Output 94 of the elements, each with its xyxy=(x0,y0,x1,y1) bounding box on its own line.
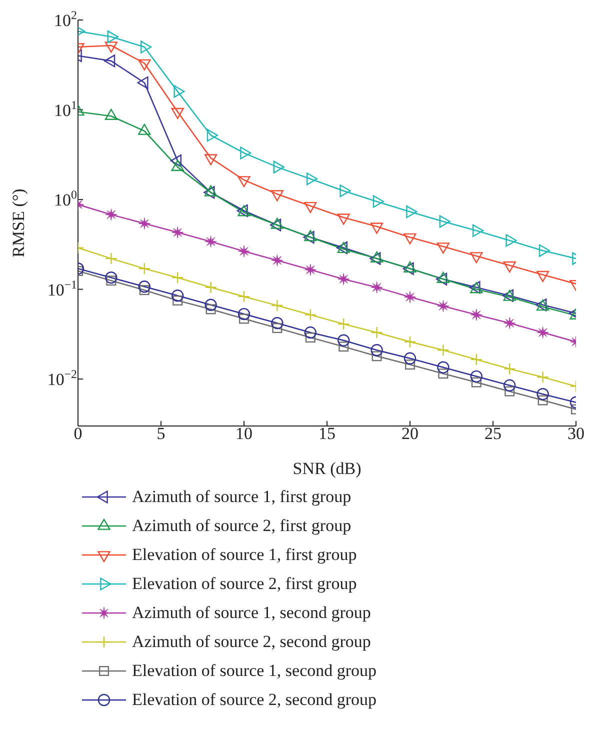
x-axis-title: SNR (dB) xyxy=(292,459,362,478)
point xyxy=(437,344,450,356)
y-tick-label: 10$^{−1}$ xyxy=(47,277,78,300)
point xyxy=(239,314,249,324)
point xyxy=(337,214,350,225)
x-tick-label: 15 xyxy=(318,424,336,443)
point xyxy=(404,352,416,364)
point xyxy=(270,190,284,202)
point xyxy=(204,154,218,166)
point xyxy=(370,281,383,294)
point xyxy=(338,334,350,346)
point xyxy=(105,252,118,265)
point xyxy=(304,264,316,276)
legend-label: Elevation of source 2, first group xyxy=(132,574,357,594)
point xyxy=(204,298,217,312)
x-tick-label: 10 xyxy=(236,424,252,443)
point xyxy=(171,108,184,119)
point xyxy=(305,332,316,343)
point xyxy=(438,368,448,379)
point xyxy=(238,290,250,303)
point xyxy=(470,308,482,321)
point xyxy=(437,300,450,312)
point xyxy=(304,308,316,321)
y-tick-label: 10$^{−2}$ xyxy=(47,367,78,390)
point xyxy=(370,222,384,234)
x-tick-label: 20 xyxy=(402,424,418,443)
point xyxy=(238,308,250,320)
point xyxy=(338,318,350,330)
point xyxy=(504,317,516,330)
point xyxy=(470,370,482,383)
y-tick-label: 10$^{0}$ xyxy=(54,188,78,210)
point xyxy=(370,344,383,356)
point xyxy=(304,202,317,214)
point xyxy=(206,304,216,314)
point xyxy=(105,272,118,284)
x-tick-label: 30 xyxy=(568,424,584,443)
point xyxy=(271,299,284,312)
legend-label: Azimuth of source 2, first group xyxy=(132,516,352,536)
point xyxy=(536,326,549,339)
point xyxy=(206,128,218,142)
x-tick-label: 25 xyxy=(484,424,502,443)
legend-label: Elevation of source 1, first group xyxy=(132,544,357,564)
point xyxy=(138,280,150,293)
x-tick-label: 0 xyxy=(74,424,82,443)
point xyxy=(138,59,151,70)
point xyxy=(504,379,516,392)
point xyxy=(538,395,548,406)
point xyxy=(536,388,549,400)
point xyxy=(504,386,515,396)
point xyxy=(104,42,118,53)
point xyxy=(271,254,284,266)
legend-label: Elevation of source 1, second group xyxy=(132,660,377,680)
point xyxy=(204,281,217,294)
point xyxy=(172,296,183,306)
point xyxy=(172,290,184,302)
point xyxy=(272,323,282,334)
point xyxy=(106,276,116,286)
point xyxy=(107,30,118,44)
point xyxy=(204,236,217,248)
point xyxy=(470,353,482,366)
point xyxy=(436,272,448,286)
point xyxy=(138,262,150,275)
point xyxy=(238,245,250,258)
point xyxy=(372,195,384,208)
point xyxy=(404,291,416,304)
legend-label: Azimuth of source 1, first group xyxy=(132,486,352,506)
y-tick-label: 10$^{1}$ xyxy=(54,98,78,120)
point xyxy=(404,336,416,348)
point xyxy=(138,218,150,230)
point xyxy=(338,273,350,286)
legend-label: Azimuth of source 2, second group xyxy=(132,632,371,652)
legend-label: Elevation of source 2, second group xyxy=(132,690,377,710)
point xyxy=(270,218,282,232)
point xyxy=(271,317,284,330)
point xyxy=(437,361,450,374)
point xyxy=(536,298,547,312)
point xyxy=(139,285,150,296)
point xyxy=(405,360,415,370)
point xyxy=(238,176,250,188)
point xyxy=(372,351,382,362)
y-tick-label: 10$^{2}$ xyxy=(54,8,78,30)
point xyxy=(172,272,184,284)
point xyxy=(338,342,349,352)
x-tick-label: 5 xyxy=(156,424,166,443)
point xyxy=(471,377,482,388)
point xyxy=(172,226,184,238)
point xyxy=(404,233,416,244)
y-axis-title: RMSE (°) xyxy=(9,188,28,258)
point xyxy=(105,208,118,221)
point xyxy=(304,326,316,339)
legend-label: Azimuth of source 1, second group xyxy=(132,602,371,622)
point xyxy=(536,371,549,384)
point xyxy=(370,326,383,339)
point xyxy=(504,362,516,375)
